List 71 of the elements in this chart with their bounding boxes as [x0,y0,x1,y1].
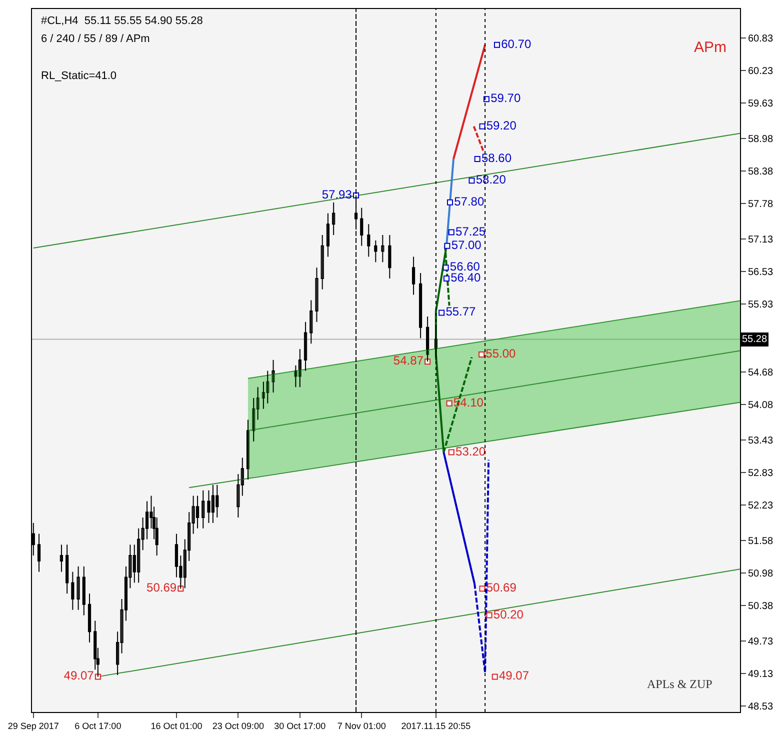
data-label: 60.70 [501,36,532,51]
point [178,586,184,592]
x-tick-label: 16 Oct 01:00 [150,720,202,731]
text: #CL,H4 55.11 55.55 54.90 55.28 [41,15,203,27]
data-label: 57.93 [322,187,352,202]
data-label: 58.20 [476,172,506,187]
text: 6 / 240 / 55 / 89 / APm [41,33,150,45]
data-label: 57.25 [456,224,486,238]
data-label: 57.00 [451,238,482,252]
point [446,400,452,406]
point [474,156,480,162]
y-tick-label: 56.53 [748,266,774,278]
y-tick-label: 51.58 [748,536,774,547]
y-tick-label: 55.93 [748,300,774,310]
data-label: 49.07 [499,668,530,683]
y-tick-label: 49.73 [748,636,774,648]
data-label: 57.80 [454,194,484,208]
data-label: 58.60 [481,150,512,165]
y-tick-label: 60.23 [748,66,774,77]
data-label: 55.00 [486,346,516,361]
point [479,586,486,592]
x-tick-label: 6 Oct 17:00 [74,720,122,731]
point [94,674,101,680]
data-label: 53.20 [456,444,486,458]
y-tick-label: 49.13 [748,668,774,680]
point [486,612,492,618]
y-tick-label: 53.43 [748,435,774,446]
point [447,199,453,206]
ref-line-label: 55.28 [742,334,768,345]
y-tick-label: 59.63 [748,98,774,110]
y-tick-label: 52.83 [748,468,774,479]
point [448,449,454,456]
data-label: 54.10 [453,395,484,410]
data-label: 50.69 [486,580,517,595]
y-tick-label: 57.78 [748,198,774,210]
x-tick-label: 7 Nov 01:00 [337,720,386,731]
data-label: 59.70 [490,91,521,106]
y-tick-label: 52.23 [748,500,774,512]
point [424,358,431,365]
point [468,178,475,184]
y-tick-label: 60.83 [748,33,774,44]
y-tick-label: 58.98 [748,134,774,145]
data-label: 54.87 [393,354,424,368]
point [492,674,498,680]
y-tick-label: 54.08 [748,400,774,412]
point [442,264,449,271]
annotation: APm [694,39,727,56]
x-tick-label: 29 Sep 2017 [8,720,59,731]
point [443,275,450,282]
y-tick-label: 58.38 [748,166,774,178]
point [438,310,445,316]
y-tick-label: 48.53 [748,702,774,713]
data-label: 49.07 [64,668,94,683]
data-label: 50.20 [493,607,524,622]
y-tick-label: 50.98 [748,568,774,580]
point [448,229,454,236]
y-tick-label: 57.13 [748,234,774,246]
y-tick-label: 50.38 [748,601,774,612]
annotation: RL_Static=41.0 [41,70,117,82]
y-tick-label: 54.68 [748,367,774,378]
x-tick-label: 30 Oct 17:00 [274,720,326,731]
point [444,242,450,249]
point [478,352,485,358]
point [479,123,486,130]
annotation: APLs & ZUP [647,677,713,691]
data-label: 50.69 [146,580,177,595]
x-tick-label: 2017.11.15 20:55 [401,720,471,731]
data-label: 59.20 [486,118,517,132]
point [494,42,500,48]
x-tick-label: 23 Oct 09:00 [212,720,264,731]
data-label: 55.77 [446,304,476,319]
